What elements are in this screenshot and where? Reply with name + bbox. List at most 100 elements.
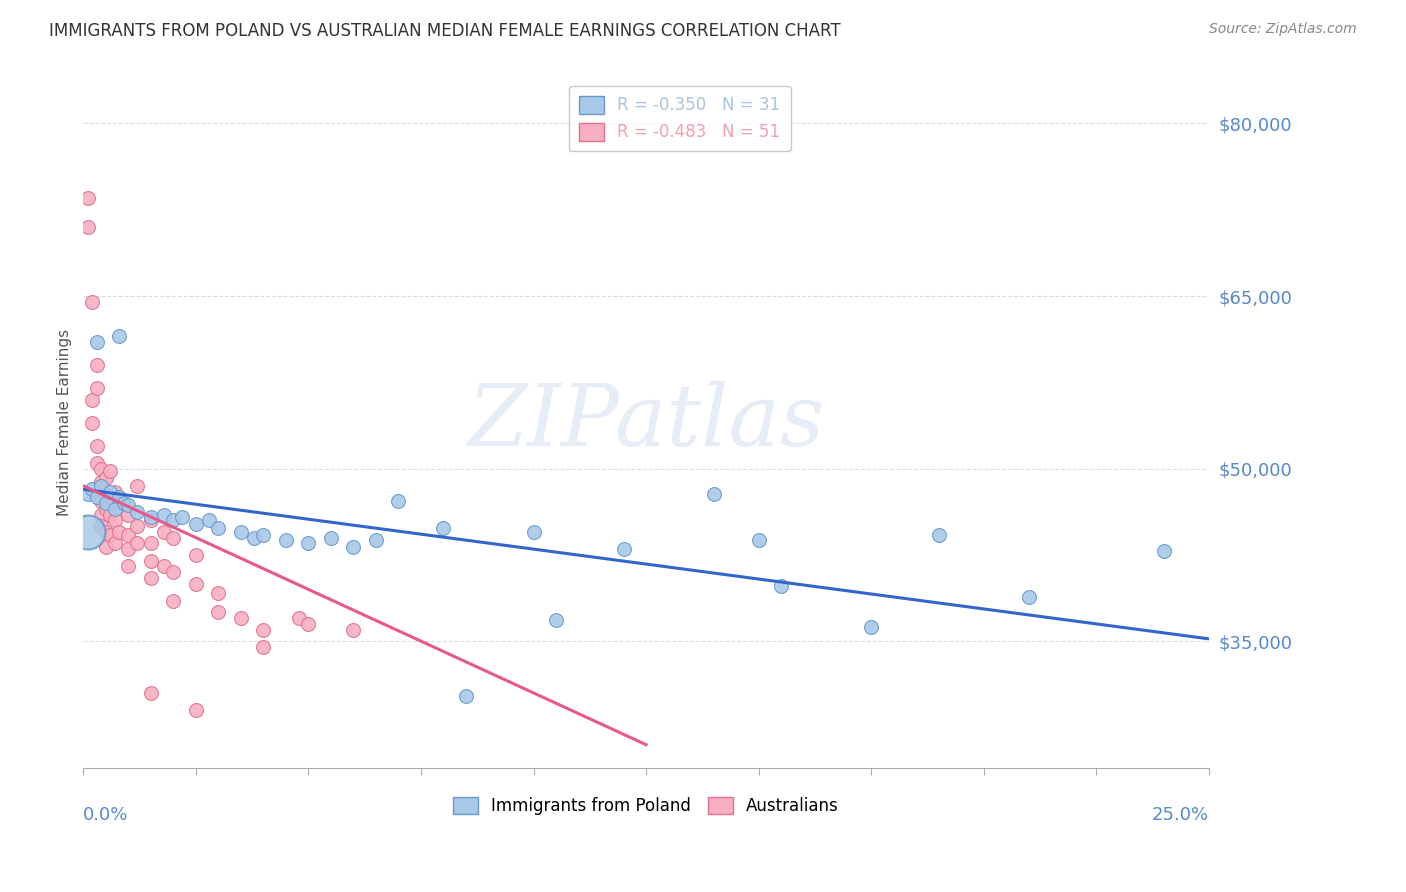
Point [90, 508, 112, 522]
Point [319, 531, 342, 545]
Text: 25.0%: 25.0% [1152, 805, 1209, 823]
Point [112, 496, 135, 510]
Point [207, 606, 229, 620]
Point [432, 521, 454, 535]
Point [86, 334, 108, 349]
Point [184, 516, 207, 531]
Point [860, 620, 883, 634]
Point [613, 542, 636, 557]
Point [172, 509, 194, 524]
Point [342, 540, 364, 554]
Point [76, 524, 98, 539]
Point [139, 554, 162, 568]
Point [288, 611, 311, 625]
Point [104, 501, 127, 516]
Point [127, 536, 149, 550]
Point [139, 509, 162, 524]
Point [98, 508, 121, 522]
Point [98, 484, 121, 499]
Point [90, 461, 112, 475]
Point [108, 329, 131, 343]
Point [98, 528, 121, 542]
Point [162, 594, 184, 608]
Text: IMMIGRANTS FROM POLAND VS AUSTRALIAN MEDIAN FEMALE EARNINGS CORRELATION CHART: IMMIGRANTS FROM POLAND VS AUSTRALIAN MED… [49, 22, 841, 40]
Point [342, 623, 364, 637]
Point [98, 491, 121, 505]
Point [82, 483, 104, 497]
Point [229, 524, 252, 539]
Point [364, 533, 387, 547]
Point [139, 686, 162, 700]
Point [104, 484, 127, 499]
Point [184, 703, 207, 717]
Point [153, 524, 176, 539]
Point [117, 499, 139, 513]
Point [90, 475, 112, 490]
Point [94, 496, 117, 510]
Point [90, 493, 112, 508]
Point [82, 392, 104, 407]
Point [86, 358, 108, 372]
Point [82, 416, 104, 430]
Point [86, 439, 108, 453]
Point [108, 496, 131, 510]
Point [94, 471, 117, 485]
Point [117, 559, 139, 574]
Y-axis label: Median Female Earnings: Median Female Earnings [58, 329, 72, 516]
Point [748, 533, 770, 547]
Point [297, 616, 319, 631]
Point [297, 536, 319, 550]
Point [94, 540, 117, 554]
Point [153, 508, 176, 522]
Point [544, 614, 567, 628]
Point [104, 513, 127, 527]
Point [928, 528, 950, 542]
Point [184, 576, 207, 591]
Point [162, 565, 184, 579]
Point [104, 536, 127, 550]
Point [243, 531, 266, 545]
Point [108, 491, 131, 505]
Point [94, 501, 117, 516]
Point [86, 456, 108, 470]
Text: Source: ZipAtlas.com: Source: ZipAtlas.com [1209, 22, 1357, 37]
Point [117, 542, 139, 557]
Point [252, 623, 274, 637]
Point [229, 611, 252, 625]
Point [94, 487, 117, 501]
Point [117, 508, 139, 522]
Point [198, 513, 221, 527]
Point [127, 505, 149, 519]
Point [252, 640, 274, 654]
Point [522, 524, 544, 539]
Point [162, 531, 184, 545]
Text: 0.0%: 0.0% [83, 805, 129, 823]
Point [139, 571, 162, 585]
Point [76, 487, 98, 501]
Point [184, 548, 207, 562]
Text: ZIPatlas: ZIPatlas [468, 381, 825, 464]
Point [117, 528, 139, 542]
Point [703, 487, 725, 501]
Point [127, 479, 149, 493]
Point [770, 579, 793, 593]
Point [387, 493, 409, 508]
Point [86, 491, 108, 505]
Point [127, 519, 149, 533]
Point [153, 559, 176, 574]
Point [252, 528, 274, 542]
Point [90, 519, 112, 533]
Point [139, 536, 162, 550]
Point [90, 479, 112, 493]
Point [108, 524, 131, 539]
Point [454, 690, 477, 704]
Legend: R = -0.350   N = 31, R = -0.483   N = 51: R = -0.350 N = 31, R = -0.483 N = 51 [569, 86, 790, 152]
Point [207, 521, 229, 535]
Point [98, 464, 121, 478]
Point [274, 533, 297, 547]
Point [139, 513, 162, 527]
Point [162, 513, 184, 527]
Point [1153, 544, 1175, 558]
Point [86, 381, 108, 395]
Point [207, 586, 229, 600]
